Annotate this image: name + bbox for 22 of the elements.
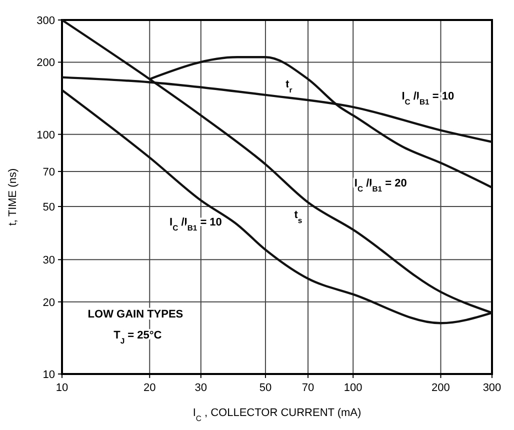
- x-tick-label: 20: [144, 382, 156, 394]
- y-tick-label: 70: [42, 166, 55, 178]
- y-tick-label: 50: [42, 201, 55, 214]
- x-tick-label: 50: [259, 382, 272, 394]
- annotation: I$_{C}$/I$_{B1}$ = 20: [354, 177, 407, 193]
- y-tick-label: 200: [36, 57, 55, 70]
- y-tick-label: 300: [36, 15, 55, 27]
- x-tick-label: 30: [194, 382, 208, 394]
- y-axis-title: t, TIME (ns): [7, 168, 19, 226]
- annotation: t$_{r}$: [286, 78, 292, 94]
- y-tick-label: 10: [42, 369, 55, 381]
- x-tick-label: 10: [56, 382, 68, 394]
- x-tick-label: 70: [302, 382, 314, 394]
- annotation: I$_{C}$/I$_{B1}$ = 10: [402, 90, 454, 106]
- y-tick-label: 30: [42, 254, 55, 267]
- y-tick-label: 100: [36, 129, 55, 142]
- x-tick-label: 300: [482, 382, 502, 394]
- annotation: t$_{s}$: [294, 209, 302, 225]
- x-axis-title: I$_{C}$, COLLECTOR CURRENT (mA): [192, 407, 362, 422]
- y-tick-label: 20: [42, 296, 55, 309]
- x-tick-label: 100: [344, 382, 362, 394]
- x-tick-label: 200: [432, 382, 450, 394]
